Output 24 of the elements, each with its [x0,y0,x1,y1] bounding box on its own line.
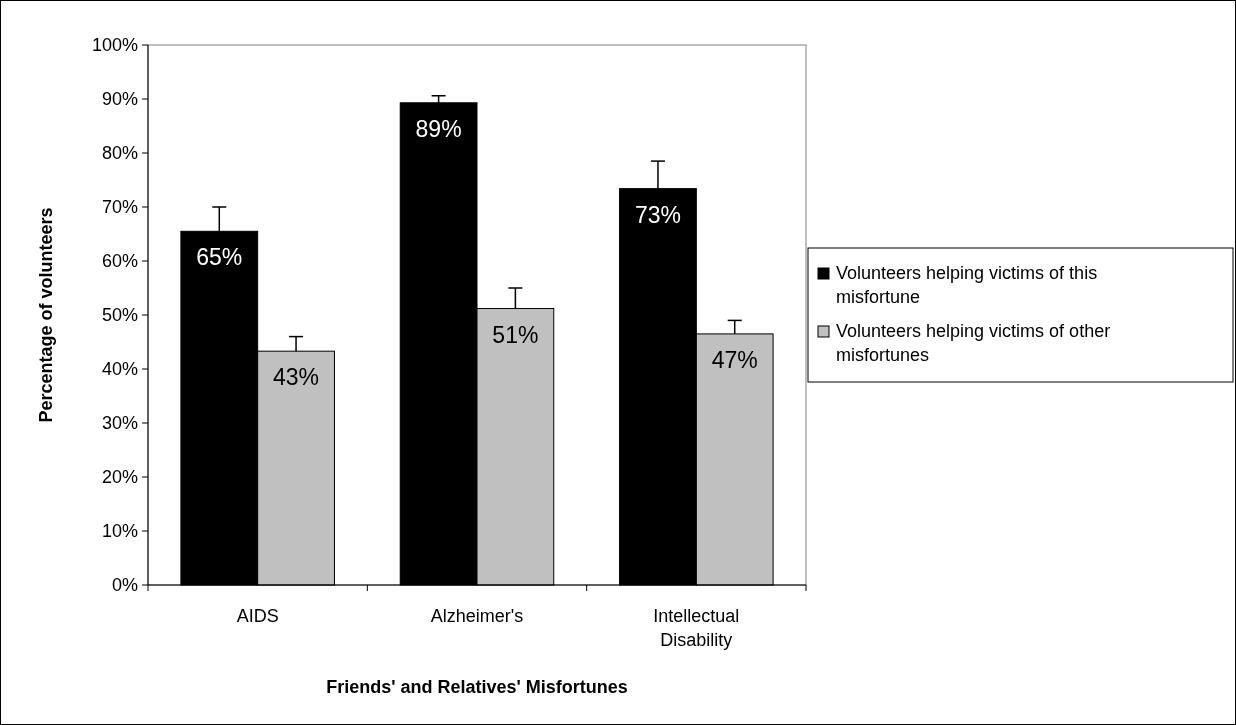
data-label: 89% [415,115,462,142]
data-label: 73% [634,201,681,228]
data-label: 65% [196,244,243,271]
y-tick-label: 0% [111,575,138,596]
data-label: 43% [273,364,320,391]
legend-label: Volunteers helping victims of other misfortunes [836,321,1111,365]
x-tick-label: AIDS [236,606,279,626]
y-tick-label: 100% [91,35,138,56]
data-label: 51% [492,321,539,348]
x-tick-label: Alzheimer's [430,606,524,626]
y-tick-label: 70% [101,197,138,218]
y-tick-label: 80% [101,143,138,164]
y-tick-label: 60% [101,251,138,272]
x-tick-label: Intellectual Disability [653,606,740,650]
y-tick-label: 20% [101,467,138,488]
y-axis-title: Percentage of volunteers [36,207,56,423]
y-tick-label: 10% [101,521,138,542]
y-tick-label: 30% [101,413,138,434]
data-label: 47% [711,346,758,373]
y-tick-label: 50% [101,305,138,326]
x-axis-title: Friends' and Relatives' Misfortunes [326,677,628,697]
legend-label: Volunteers helping victims of this misfortune [836,263,1098,307]
y-tick-label: 40% [101,359,138,380]
y-tick-label: 90% [101,89,138,110]
